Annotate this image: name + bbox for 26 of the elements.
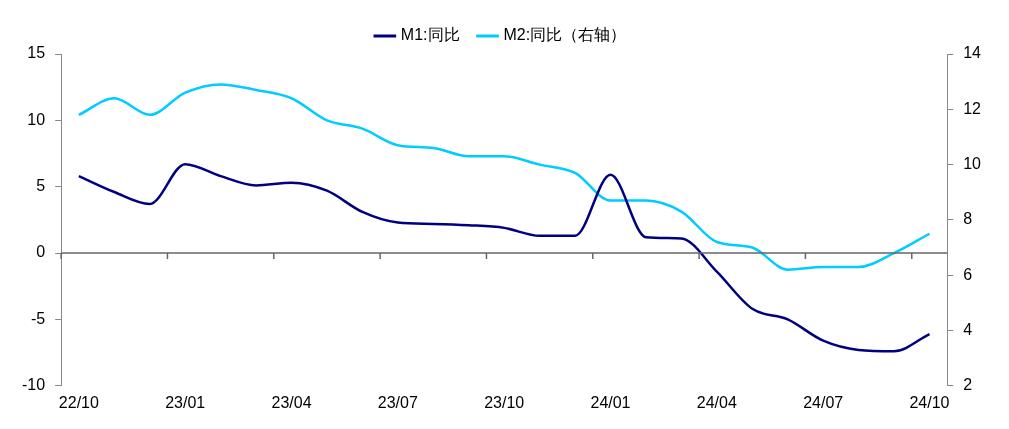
- x-tick-label: 23/07: [377, 393, 418, 411]
- legend-label: M1:同比: [400, 26, 460, 44]
- x-tick-label: 24/04: [696, 393, 737, 411]
- legend-label: M2:同比（右轴）: [503, 26, 627, 44]
- x-tick-label: 23/10: [484, 393, 525, 411]
- y-tick-label: 0: [36, 243, 46, 261]
- line-series: [77, 162, 931, 353]
- y2-tick-label: 2: [963, 376, 973, 394]
- y-tick-label: 10: [27, 110, 46, 128]
- y-tick-label: -10: [22, 376, 46, 394]
- y2-tick-label: 8: [963, 210, 973, 228]
- x-tick-label: 24/10: [909, 393, 950, 411]
- x-tick-label: 23/01: [165, 393, 206, 411]
- y2-tick-label: 10: [963, 155, 982, 173]
- x-tick-label: 23/04: [271, 393, 312, 411]
- y-tick-label: 5: [36, 177, 46, 195]
- y-tick-label: 15: [27, 44, 46, 62]
- x-tick-label: 24/01: [590, 393, 631, 411]
- line-series: [77, 83, 931, 271]
- y-tick-label: -5: [30, 309, 46, 327]
- y2-tick-label: 4: [963, 320, 973, 338]
- y2-tick-label: 6: [963, 265, 973, 283]
- y2-tick-label: 12: [963, 99, 982, 117]
- x-tick-label: 24/07: [803, 393, 844, 411]
- y2-tick-label: 14: [963, 44, 982, 62]
- x-tick-label: 22/10: [58, 393, 99, 411]
